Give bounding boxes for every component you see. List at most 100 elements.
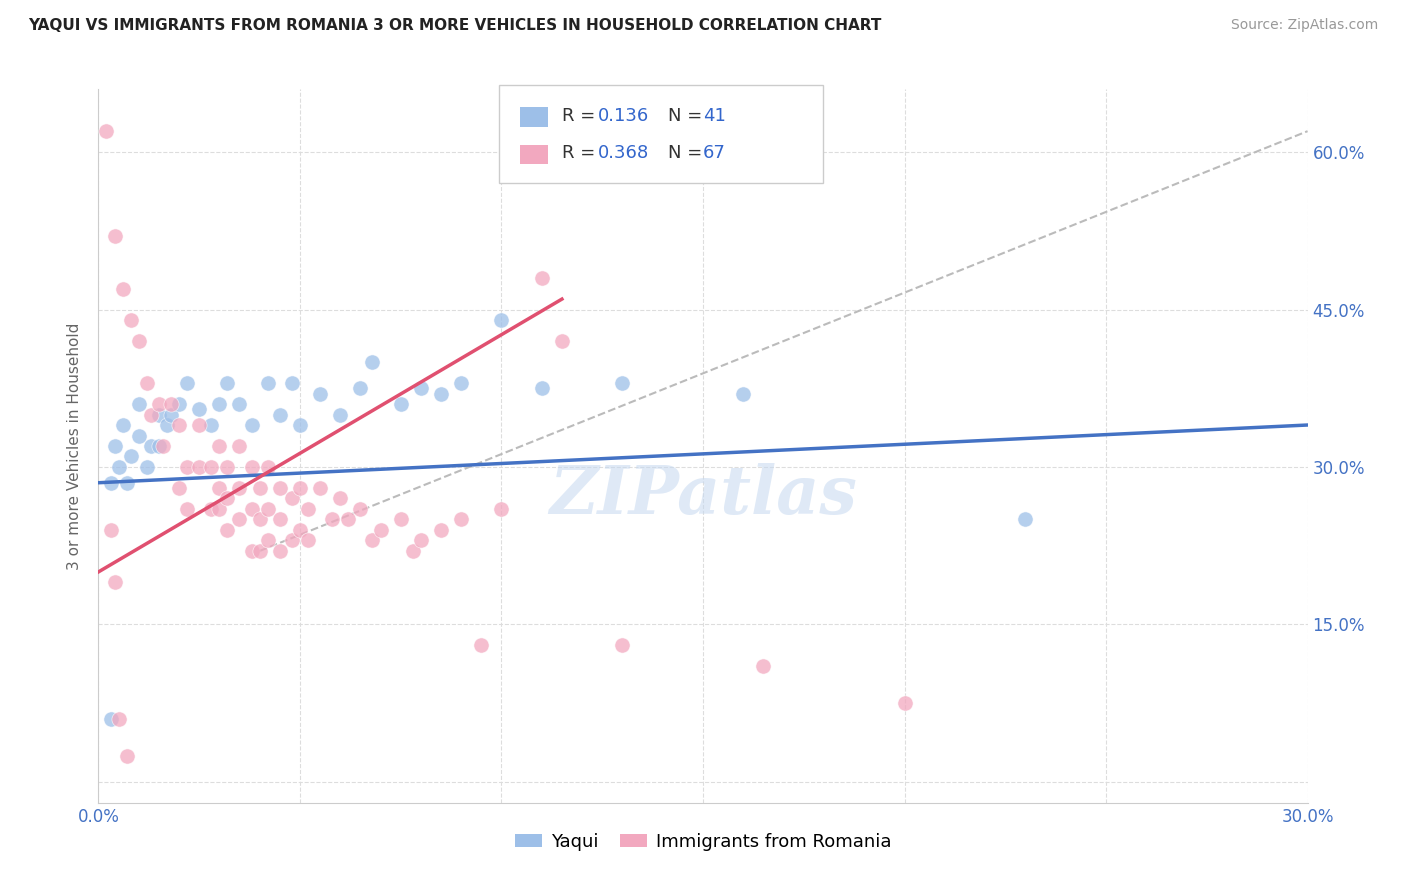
Point	[249, 544, 271, 558]
Point	[612, 376, 634, 390]
Point	[217, 523, 239, 537]
Point	[269, 481, 291, 495]
Point	[107, 712, 129, 726]
Point	[240, 460, 263, 475]
Point	[530, 381, 553, 395]
Point	[337, 512, 360, 526]
Point	[188, 460, 211, 475]
Point	[228, 397, 250, 411]
Point	[217, 376, 239, 390]
Point	[349, 502, 371, 516]
Point	[160, 397, 183, 411]
Point	[288, 523, 311, 537]
Point	[148, 408, 170, 422]
Point	[269, 408, 291, 422]
Point	[297, 502, 319, 516]
Point	[228, 439, 250, 453]
Point	[409, 381, 432, 395]
Point	[249, 512, 271, 526]
Point	[156, 417, 179, 432]
Point	[361, 533, 384, 548]
Point	[430, 386, 453, 401]
Point	[752, 659, 775, 673]
Point	[402, 544, 425, 558]
Point	[176, 460, 198, 475]
Point	[249, 481, 271, 495]
Point	[389, 512, 412, 526]
Point	[281, 491, 304, 506]
Point	[208, 397, 231, 411]
Point	[297, 533, 319, 548]
Point	[612, 639, 634, 653]
Point	[148, 397, 170, 411]
Text: 0.136: 0.136	[598, 107, 648, 125]
Point	[370, 523, 392, 537]
Point	[120, 313, 142, 327]
Point	[139, 439, 162, 453]
Point	[281, 533, 304, 548]
Point	[135, 376, 157, 390]
Text: R =: R =	[562, 145, 602, 162]
Point	[361, 355, 384, 369]
Point	[1014, 512, 1036, 526]
Point	[160, 408, 183, 422]
Point	[491, 502, 513, 516]
Point	[450, 376, 472, 390]
Point	[200, 460, 222, 475]
Point	[389, 397, 412, 411]
Point	[128, 397, 150, 411]
Point	[115, 748, 138, 763]
Point	[269, 512, 291, 526]
Point	[96, 124, 118, 138]
Point	[450, 512, 472, 526]
Point	[100, 523, 122, 537]
Point	[148, 439, 170, 453]
Point	[111, 282, 134, 296]
Point	[217, 460, 239, 475]
Point	[167, 481, 190, 495]
Point	[430, 523, 453, 537]
Text: R =: R =	[562, 107, 602, 125]
Point	[269, 544, 291, 558]
Point	[103, 229, 125, 244]
Point	[188, 402, 211, 417]
Point	[139, 408, 162, 422]
Text: N =: N =	[668, 145, 707, 162]
Text: Source: ZipAtlas.com: Source: ZipAtlas.com	[1230, 18, 1378, 32]
Point	[893, 696, 915, 710]
Point	[217, 491, 239, 506]
Point	[240, 502, 263, 516]
Point	[409, 533, 432, 548]
Point	[256, 460, 278, 475]
Text: ZIPatlas: ZIPatlas	[550, 464, 856, 528]
Text: N =: N =	[668, 107, 707, 125]
Text: 67: 67	[703, 145, 725, 162]
Point	[228, 512, 250, 526]
Point	[200, 417, 222, 432]
Point	[349, 381, 371, 395]
Point	[103, 575, 125, 590]
Point	[288, 481, 311, 495]
Point	[100, 475, 122, 490]
Text: 41: 41	[703, 107, 725, 125]
Y-axis label: 3 or more Vehicles in Household: 3 or more Vehicles in Household	[67, 322, 83, 570]
Point	[240, 544, 263, 558]
Point	[281, 376, 304, 390]
Point	[329, 491, 352, 506]
Text: YAQUI VS IMMIGRANTS FROM ROMANIA 3 OR MORE VEHICLES IN HOUSEHOLD CORRELATION CHA: YAQUI VS IMMIGRANTS FROM ROMANIA 3 OR MO…	[28, 18, 882, 33]
Point	[329, 408, 352, 422]
Point	[107, 460, 129, 475]
Point	[176, 376, 198, 390]
Point	[167, 397, 190, 411]
Point	[208, 439, 231, 453]
Point	[135, 460, 157, 475]
Point	[491, 313, 513, 327]
Point	[256, 502, 278, 516]
Point	[256, 533, 278, 548]
Point	[256, 376, 278, 390]
Point	[208, 502, 231, 516]
Point	[208, 481, 231, 495]
Point	[128, 334, 150, 348]
Point	[167, 417, 190, 432]
Point	[120, 450, 142, 464]
